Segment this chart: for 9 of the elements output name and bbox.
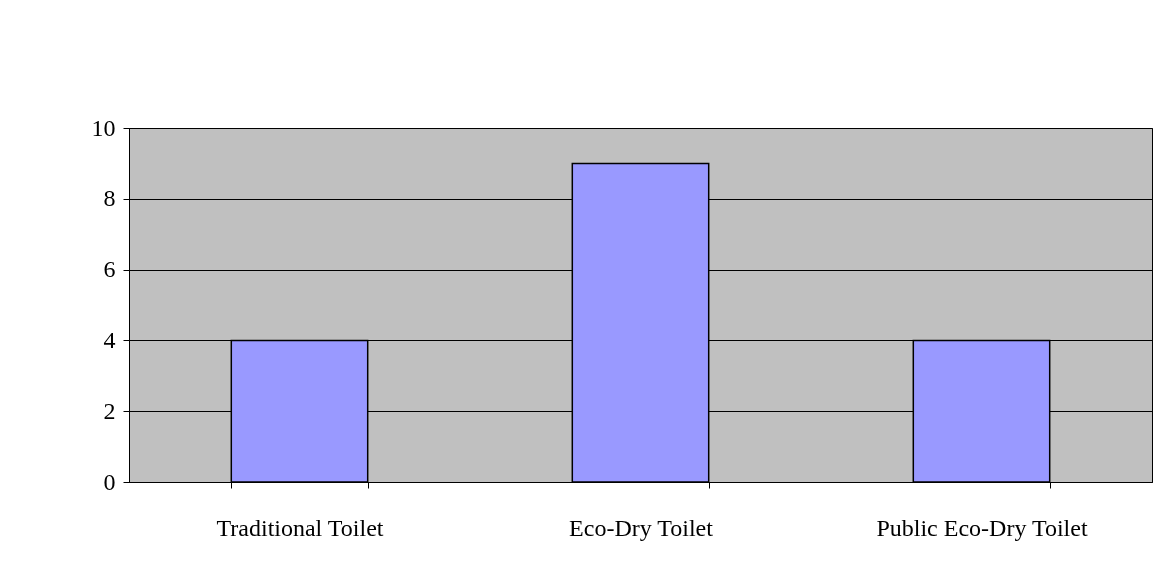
y-tick-label: 10: [91, 114, 116, 141]
x-tick-label: Public Eco-Dry Toilet: [876, 514, 1088, 541]
y-tick-label: 6: [103, 256, 116, 283]
y-tick-label: 0: [103, 468, 116, 495]
y-tick-label: 8: [103, 185, 116, 212]
y-tick-label: 2: [103, 397, 116, 424]
y-tick-label: 4: [103, 326, 116, 353]
x-tick-label: Traditional Toilet: [216, 514, 384, 541]
x-tick-label: Eco-Dry Toilet: [569, 514, 714, 541]
